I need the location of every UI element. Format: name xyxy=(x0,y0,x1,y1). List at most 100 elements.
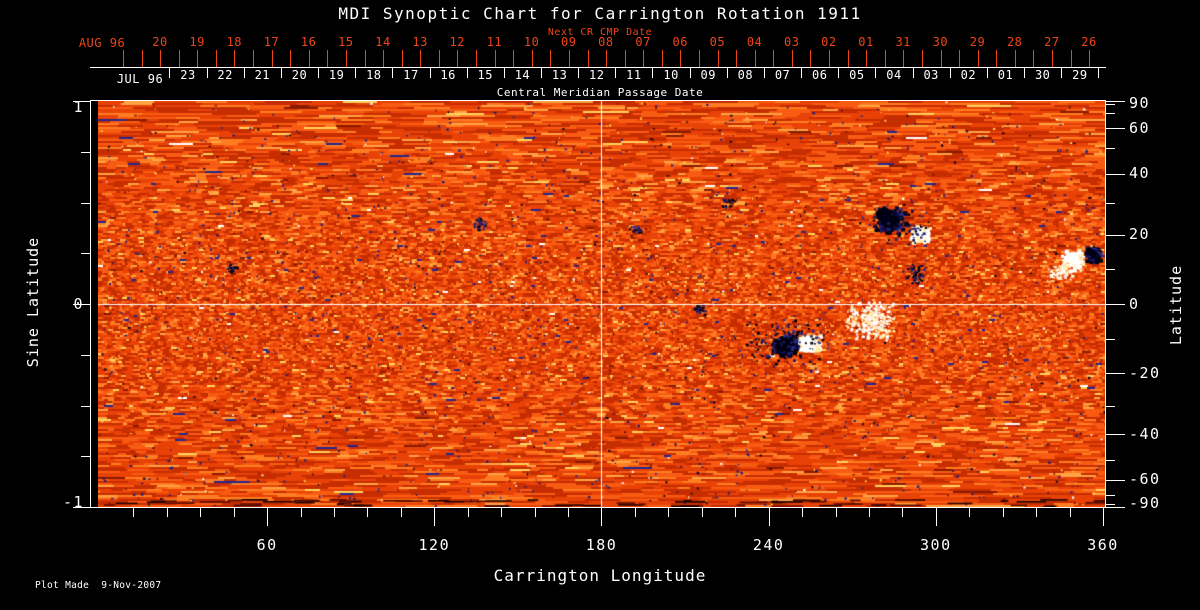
latitude-tick xyxy=(1106,480,1125,481)
latitude-tick-label: 0 xyxy=(1129,294,1140,313)
cmp-day-label: 29 xyxy=(1072,68,1088,82)
next-cr-day-label: 19 xyxy=(189,35,205,49)
next-cr-tick xyxy=(698,50,700,67)
longitude-minor-tick xyxy=(200,508,201,517)
cmp-axis-title: Central Meridian Passage Date xyxy=(496,86,704,99)
next-cr-tick xyxy=(1070,50,1072,67)
longitude-tick-label: 240 xyxy=(752,536,785,554)
next-cr-tick xyxy=(531,50,533,67)
longitude-minor-tick xyxy=(501,508,502,517)
cmp-day-label: 07 xyxy=(774,68,791,82)
cmp-day-label: 21 xyxy=(254,68,271,82)
latitude-tick xyxy=(1106,101,1125,102)
next-cr-tick xyxy=(253,50,255,67)
latitude-tick-label: 20 xyxy=(1129,225,1151,244)
sine-latitude-tick xyxy=(81,152,90,153)
cmp-tick xyxy=(541,68,542,78)
cmp-tick xyxy=(318,68,320,78)
next-cr-tick xyxy=(345,50,347,67)
cmp-tick xyxy=(1024,68,1026,78)
latitude-tick-label: -60 xyxy=(1129,470,1161,489)
cmp-tick xyxy=(355,68,357,78)
next-cr-day-label: 30 xyxy=(932,35,949,49)
latitude-axis-title: Latitude xyxy=(1167,264,1185,346)
latitude-tick-label: 40 xyxy=(1129,164,1151,182)
next-cr-cmp-date-axis-title: Next CR CMP Date xyxy=(547,27,653,38)
next-cr-tick xyxy=(215,50,217,67)
next-cr-tick xyxy=(401,50,403,67)
next-cr-tick xyxy=(1089,50,1091,67)
latitude-tick xyxy=(1106,113,1115,114)
latitude-tick xyxy=(1106,203,1115,204)
cmp-tick xyxy=(1061,68,1063,78)
cmp-day-label: 01 xyxy=(997,68,1014,82)
latitude-tick xyxy=(1106,174,1125,175)
longitude-minor-tick xyxy=(167,508,168,517)
next-cr-day-label: 31 xyxy=(895,35,911,49)
longitude-minor-tick xyxy=(568,508,569,517)
latitude-tick-label: 60 xyxy=(1129,118,1151,137)
latitude-tick xyxy=(1106,434,1125,435)
longitude-major-tick xyxy=(1103,508,1104,526)
longitude-tick-label: 300 xyxy=(920,536,952,554)
next-cr-tick xyxy=(494,50,496,67)
longitude-tick-label: 60 xyxy=(256,536,278,554)
next-cr-tick xyxy=(513,50,515,67)
next-cr-day-label: 07 xyxy=(635,35,651,49)
cmp-day-label: 23 xyxy=(180,68,196,82)
longitude-minor-tick xyxy=(1036,508,1037,517)
longitude-minor-tick xyxy=(468,508,469,517)
next-cr-day-label: 15 xyxy=(338,35,354,49)
longitude-minor-tick xyxy=(869,508,870,517)
latitude-tick xyxy=(1106,373,1125,374)
next-cr-day-label: 14 xyxy=(375,35,391,49)
next-cr-day-label: 01 xyxy=(858,35,874,49)
next-cr-tick xyxy=(550,50,552,67)
latitude-tick xyxy=(1106,269,1115,270)
cmp-day-label: 06 xyxy=(811,68,828,82)
next-cr-day-label: 09 xyxy=(561,35,577,49)
cmp-day-label: 16 xyxy=(440,68,456,82)
next-cr-tick xyxy=(364,50,366,67)
cmp-day-label: 11 xyxy=(626,68,642,82)
next-cr-day-label: 02 xyxy=(821,35,837,49)
cmp-day-label: 18 xyxy=(366,68,382,82)
next-cr-tick xyxy=(197,50,199,67)
longitude-minor-tick xyxy=(668,508,669,517)
cmp-day-label: 14 xyxy=(514,68,531,82)
next-cr-tick xyxy=(568,50,570,67)
next-cr-tick xyxy=(996,50,998,67)
next-cr-tick xyxy=(810,50,812,67)
longitude-minor-tick xyxy=(1070,508,1071,517)
next-cr-tick xyxy=(903,50,905,67)
cmp-tick xyxy=(986,68,988,78)
next-cr-tick xyxy=(1052,50,1053,67)
cmp-tick xyxy=(206,68,208,78)
cmp-tick xyxy=(169,68,171,78)
next-cr-day-label: 29 xyxy=(969,35,986,49)
latitude-tick-label: -90 xyxy=(1129,494,1161,512)
longitude-minor-tick xyxy=(367,508,368,517)
plot-frame-left xyxy=(90,100,91,508)
next-cr-day-label: 16 xyxy=(300,35,317,49)
next-cr-day-label: 08 xyxy=(598,35,614,49)
cmp-day-label: 04 xyxy=(886,68,902,82)
cmp-day-label: 17 xyxy=(403,68,419,82)
cmp-day-label: 10 xyxy=(663,68,679,82)
cmp-day-label: 12 xyxy=(589,68,605,82)
sine-latitude-tick xyxy=(81,203,90,204)
cmp-tick xyxy=(801,68,803,78)
cmp-day-label: 02 xyxy=(960,68,977,82)
longitude-tick-label: 360 xyxy=(1087,536,1119,554)
sine-latitude-tick-label: 1 xyxy=(73,98,84,116)
cmp-month-label: JUL 96 xyxy=(116,72,164,86)
longitude-major-tick xyxy=(769,508,770,526)
latitude-tick-label: -20 xyxy=(1129,363,1161,382)
cmp-tick xyxy=(689,68,691,78)
cmp-tick xyxy=(243,68,245,78)
sine-latitude-tick-label: -1 xyxy=(62,493,84,511)
longitude-minor-tick xyxy=(334,508,335,517)
latitude-tick xyxy=(1106,460,1115,461)
next-cr-month-label: AUG 96 xyxy=(78,36,126,50)
